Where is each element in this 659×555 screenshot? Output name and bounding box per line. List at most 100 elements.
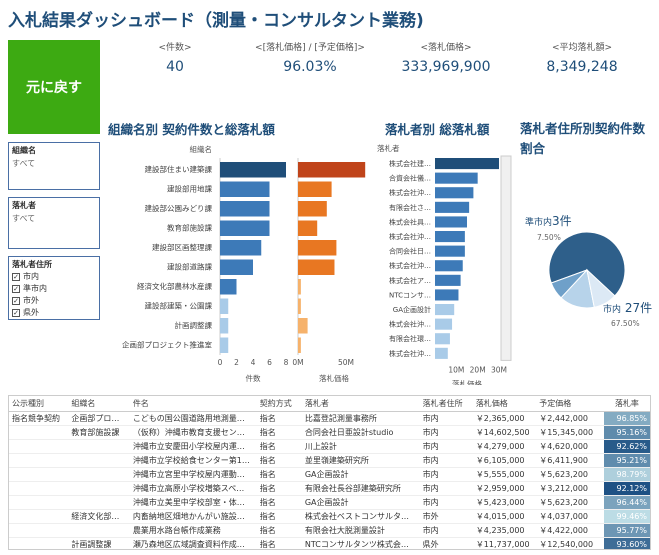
table-row[interactable]: 経済文化部農… 内畜納地区畑地かんがい施設… 指名 株式会社ベストコンサルタ… 市外 ￥4… [9, 509, 650, 524]
winner-category-label[interactable]: 有限会社さ… [389, 203, 431, 212]
table-row[interactable]: 沖縄市立学校給食センター第1… 指名 並里嶺建築研究所 市内 ￥6,105,000 ￥6,… [9, 453, 650, 468]
org-category-label[interactable]: 建設部公園みどり課 [145, 203, 213, 213]
winner-tick-label: 30M [491, 365, 507, 374]
count-bar[interactable] [220, 162, 286, 178]
org-category-label[interactable]: 建設部建築・公園課 [145, 301, 213, 311]
table-row[interactable]: 教育部施設課 （仮称）沖縄市教育支援セン… 指名 合同会社日亜設計studio 市内 ￥1… [9, 425, 650, 440]
org-filter-value[interactable]: すべて [12, 159, 36, 168]
amount-bar[interactable] [298, 240, 337, 256]
amount-bar[interactable] [298, 201, 327, 217]
winner-scrollbar[interactable] [500, 155, 512, 361]
table-header-cell[interactable]: 落札価格 [472, 396, 537, 412]
table-cell [9, 481, 69, 496]
winner-category-label[interactable]: 株式会社沖… [389, 320, 431, 329]
winner-filter-value[interactable]: すべて [12, 214, 36, 223]
winner-bar[interactable] [435, 274, 461, 286]
org-category-label[interactable]: 建設部住まい建築課 [145, 164, 213, 174]
pie-slice[interactable] [586, 268, 616, 308]
winner-category-label[interactable]: 有限会社環… [389, 334, 431, 343]
winner-bar[interactable] [435, 318, 453, 330]
count-bar[interactable] [220, 259, 253, 276]
table-row[interactable]: 沖縄市立宮里中学校屋内運動… 指名 GA企画設計 市内 ￥5,555,000 ￥5,623… [9, 467, 650, 482]
count-bar[interactable] [220, 318, 229, 334]
table-header-cell[interactable]: 件名 [129, 396, 257, 412]
checkbox-icon[interactable]: ✓ [12, 284, 20, 293]
org-category-label[interactable]: 建設部区画整理課 [152, 242, 212, 252]
winner-category-label[interactable]: 株式会社建… [389, 159, 431, 168]
checkbox-icon[interactable]: ✓ [12, 272, 20, 281]
table-cell [9, 509, 69, 524]
winner-bar[interactable] [435, 201, 470, 213]
org-category-label[interactable]: 企画部プロジェクト推進室 [122, 340, 212, 350]
count-bar[interactable] [220, 337, 229, 354]
table-cell: 株式会社ベストコンサルタ… [301, 509, 420, 524]
amount-bar[interactable] [298, 259, 335, 276]
address-option-kengai[interactable]: ✓ 県外 [12, 308, 39, 317]
winner-category-label[interactable]: 合同会社日… [389, 247, 431, 256]
winner-bar[interactable] [435, 333, 450, 345]
checkbox-icon[interactable]: ✓ [12, 296, 20, 305]
amount-bar[interactable] [298, 279, 301, 295]
count-bar[interactable] [220, 220, 270, 237]
amount-bar[interactable] [298, 162, 366, 178]
amount-bar[interactable] [298, 220, 318, 237]
winner-bar[interactable] [435, 347, 448, 359]
amount-bar[interactable] [298, 181, 332, 198]
winner-bar[interactable] [435, 216, 467, 228]
winner-filter[interactable]: 落札者 すべて [8, 197, 100, 249]
table-row[interactable]: 沖縄市立安慶田小学校屋内運… 指名 川上設計 市内 ￥4,279,000 ￥4,620,0… [9, 439, 650, 454]
count-bar[interactable] [220, 279, 237, 295]
winner-category-label[interactable]: GA企画設計 [393, 305, 431, 314]
address-option-junshinai[interactable]: ✓ 準市内 [12, 284, 47, 293]
winner-category-label[interactable]: 株式会社沖… [389, 261, 431, 270]
amount-bar[interactable] [298, 298, 301, 315]
winner-category-label[interactable]: 株式会社ア… [389, 276, 431, 285]
table-header-cell[interactable]: 組織名 [68, 396, 130, 412]
winner-category-label[interactable]: 株式会社沖… [389, 188, 431, 197]
table-header-cell[interactable]: 予定価格 [536, 396, 604, 412]
winner-bar[interactable] [435, 158, 499, 170]
org-category-label[interactable]: 経済文化部農林水産課 [137, 281, 212, 291]
winner-category-label[interactable]: 合資会社儀… [389, 174, 431, 183]
pie-slice[interactable] [548, 231, 626, 297]
table-row[interactable]: 沖縄市立美里中学校部室・体… 指名 GA企画設計 市内 ￥5,423,000 ￥5,623… [9, 495, 650, 510]
back-button[interactable]: 元に戻す [8, 40, 100, 134]
org-filter[interactable]: 組織名 すべて [8, 142, 100, 190]
winner-bar[interactable] [435, 245, 465, 257]
winner-category-label[interactable]: NTCコンサ… [389, 291, 431, 299]
winner-category-label[interactable]: 株式会社沖… [389, 232, 431, 241]
org-category-label[interactable]: 教育部施設課 [167, 223, 212, 233]
org-category-label[interactable]: 計画調整課 [175, 320, 213, 330]
table-header-cell[interactable]: 契約方式 [256, 396, 302, 412]
count-bar[interactable] [220, 240, 262, 256]
amount-bar[interactable] [298, 318, 308, 334]
winner-bar[interactable] [435, 231, 465, 243]
amount-bar[interactable] [298, 337, 301, 354]
table-cell [68, 467, 130, 482]
winner-bar[interactable] [435, 289, 459, 301]
address-option-shigai[interactable]: ✓ 市外 [12, 296, 39, 305]
table-row[interactable]: 計画調整課 瀬乃森地区広域調査資料作成… 指名 NTCコンサルタンツ株式会… 県外 ￥11… [9, 537, 650, 549]
winner-bar[interactable] [435, 172, 478, 184]
table-row[interactable]: 指名競争契約 企画部プロジ… こどもの国公園道路用地測量… 指名 比嘉登記測量事務所 市内… [9, 411, 650, 426]
checkbox-icon[interactable]: ✓ [12, 308, 20, 317]
table-header-cell[interactable]: 落札者住所 [419, 396, 473, 412]
table-row[interactable]: 農業用水路台帳作成業務 指名 有限会社大脱測量設計 市内 ￥4,235,000 ￥4,42… [9, 523, 650, 538]
count-bar[interactable] [220, 201, 270, 217]
table-cell: 市内 [419, 439, 473, 454]
org-category-label[interactable]: 建設部用地課 [167, 184, 212, 194]
table-header-cell[interactable]: 落札者 [301, 396, 420, 412]
winner-category-label[interactable]: 株式会社具… [389, 217, 431, 226]
winner-bar[interactable] [435, 260, 463, 272]
table-header-cell[interactable]: 公示種別 [9, 396, 69, 412]
table-header-cell[interactable]: 落札率 [603, 396, 650, 412]
results-table-container[interactable]: 公示種別 組織名 件名 契約方式 落札者 落札者住所 落札価格 予定価格 落札率 指名競争契約企… [8, 395, 651, 550]
address-option-shinai[interactable]: ✓ 市内 [12, 272, 39, 281]
count-bar[interactable] [220, 298, 229, 315]
org-category-label[interactable]: 建設部道路課 [167, 262, 212, 272]
winner-bar[interactable] [435, 187, 474, 199]
winner-category-label[interactable]: 株式会社沖… [389, 349, 431, 358]
count-bar[interactable] [220, 181, 270, 198]
table-row[interactable]: 沖縄市立高原小学校増築スペ… 指名 有限会社長谷部建築研究所 市内 ￥2,959,000… [9, 481, 650, 496]
winner-bar[interactable] [435, 304, 455, 316]
